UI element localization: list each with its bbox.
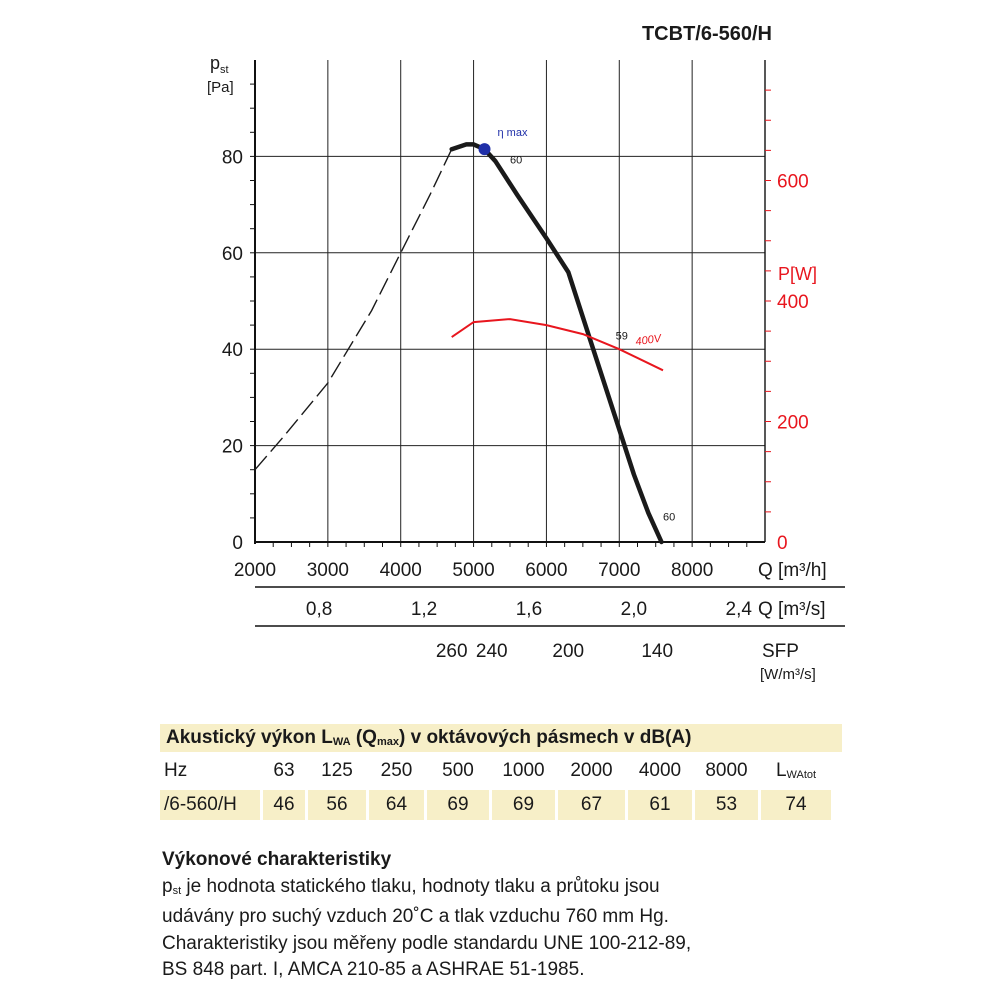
data-cell: 67 (558, 790, 625, 820)
right-tick-label: 400 (777, 292, 809, 313)
x-tick-label: 2000 (234, 560, 276, 581)
y-tick-label: 40 (222, 340, 243, 361)
x-tick-label: 8000 (671, 560, 713, 581)
acoustic-header-row: Hz 63 125 250 500 1000 2000 4000 8000 LW… (160, 756, 842, 786)
header-cell: Hz (164, 760, 188, 781)
data-cell: 74 (761, 790, 831, 820)
header-cell: 2000 (570, 760, 613, 781)
header-cell: 63 (273, 760, 295, 781)
sfp-unit: [W/m³/s] (760, 666, 816, 683)
chart-axes (250, 60, 845, 627)
y-tick-label: 20 (222, 437, 243, 458)
curve-label: 59 (616, 331, 628, 343)
header-cell: 500 (442, 760, 474, 781)
sfp-tick-label: 200 (552, 641, 584, 662)
header-cell: 125 (321, 760, 353, 781)
acoustic-table: Akustický výkon LWA (Qmax) v oktávových … (160, 724, 842, 820)
data-cell: 69 (427, 790, 489, 820)
sfp-tick-label: 240 (476, 641, 508, 662)
y-tick-label: 80 (222, 147, 243, 168)
y-tick-label: 0 (232, 533, 243, 554)
x-tick-label: 6000 (525, 560, 567, 581)
chart-series (254, 142, 664, 545)
performance-line: pst je hodnota statického tlaku, hodnoty… (162, 875, 660, 897)
eta-max-point (478, 143, 491, 156)
data-cell: 64 (369, 790, 424, 820)
x-tick-label: 4000 (380, 560, 422, 581)
eta-max-label: η max (498, 127, 528, 139)
y-axis-unit: [Pa] (207, 79, 234, 96)
right-axis-label: P[W] (778, 264, 817, 284)
header-cell: 8000 (705, 760, 748, 781)
performance-line: udávány pro suchý vzduch 20˚C a tlak vzd… (162, 906, 669, 927)
header-cell: LWAtot (775, 760, 817, 781)
performance-line: Charakteristiky jsou měřeny podle standa… (162, 932, 692, 954)
data-cell: 61 (628, 790, 692, 820)
secondary-x-axis-label: Q [m³/s] (758, 599, 826, 620)
data-cell: 69 (492, 790, 555, 820)
header-cell: 1000 (502, 760, 545, 781)
right-tick-label: 600 (777, 172, 809, 193)
voltage-label: 400V (635, 332, 664, 348)
secondary-x-tick-label: 1,6 (516, 599, 542, 620)
performance-line: BS 848 part. I, AMCA 210-85 a ASHRAE 51-… (162, 959, 585, 980)
header-cell: 250 (380, 760, 413, 781)
curve-label: 60 (510, 155, 522, 167)
y-axis-label: pst (210, 53, 229, 76)
data-cell: 46 (263, 790, 305, 820)
secondary-x-tick-label: 1,2 (411, 599, 437, 620)
x-tick-label: 3000 (307, 560, 349, 581)
data-cell: /6-560/H (160, 790, 260, 820)
power-curve (451, 318, 664, 372)
right-tick-label: 200 (777, 413, 809, 434)
pressure-curve (449, 142, 664, 545)
acoustic-data-row: /6-560/H 46 56 64 69 69 67 61 53 74 (160, 790, 842, 820)
secondary-x-tick-label: 2,4 (726, 599, 753, 620)
sfp-tick-label: 260 (436, 641, 468, 662)
x-tick-label: 7000 (598, 560, 640, 581)
y-tick-label: 60 (222, 244, 243, 265)
data-cell: 56 (308, 790, 366, 820)
x-axis-label: Q [m³/h] (758, 560, 827, 581)
sfp-label: SFP (762, 641, 799, 662)
data-cell: 53 (695, 790, 758, 820)
chart-annotations: η max 60 59 60 400V (478, 127, 675, 524)
secondary-x-tick-label: 0,8 (306, 599, 332, 620)
sfp-tick-label: 140 (641, 641, 673, 662)
secondary-x-tick-label: 2,0 (621, 599, 647, 620)
fan-performance-chart: TCBT/6-560/H pst [Pa] Q [m³/h] Q [m³/s] … (207, 23, 845, 683)
stall-region-dashed-curve (254, 148, 453, 471)
chart-grid (255, 60, 765, 542)
right-tick-label: 0 (777, 533, 788, 554)
x-tick-label: 5000 (452, 560, 494, 581)
curve-label: 60 (663, 512, 675, 524)
performance-heading: Výkonové charakteristiky (162, 849, 392, 870)
header-cell: 4000 (638, 760, 682, 781)
model-title: TCBT/6-560/H (642, 23, 772, 45)
acoustic-table-title: Akustický výkon LWA (Qmax) v oktávových … (160, 724, 842, 752)
performance-notes: Výkonové charakteristiky pst je hodnota … (162, 847, 862, 984)
